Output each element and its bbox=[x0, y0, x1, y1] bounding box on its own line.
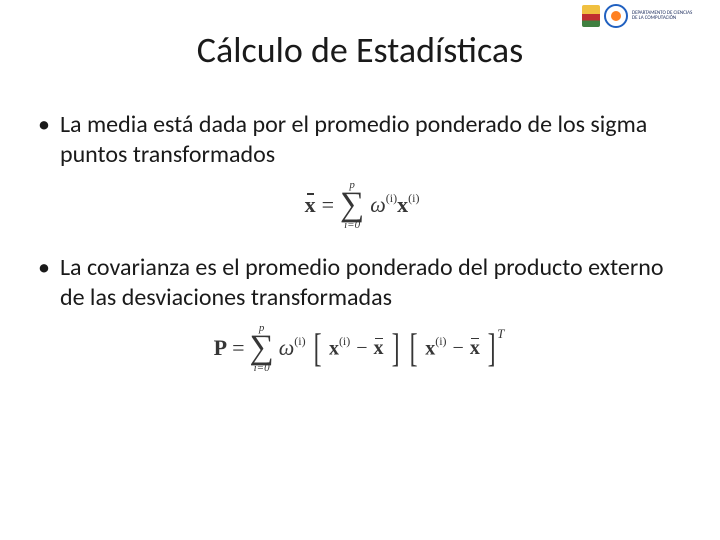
transpose-t: T bbox=[497, 326, 504, 342]
university-badge-icon bbox=[582, 5, 600, 27]
bullet-dot-icon: • bbox=[38, 253, 50, 283]
eq-equals-2: = bbox=[232, 335, 244, 361]
department-label: DEPARTAMENTO DE CIENCIAS DE LA COMPUTACI… bbox=[632, 11, 702, 22]
deviation-2: x(i) − x bbox=[425, 336, 480, 361]
header-logo-area: DEPARTAMENTO DE CIENCIAS DE LA COMPUTACI… bbox=[582, 4, 702, 28]
bullet-dot-icon: • bbox=[38, 110, 50, 140]
sigma-icon-2: ∑ bbox=[249, 334, 273, 363]
sum-lower: i=0 bbox=[344, 220, 360, 231]
dcc-logo-icon bbox=[604, 4, 628, 28]
bullet-item-1: • La media está dada por el promedio pon… bbox=[32, 110, 692, 170]
left-bracket-2-icon: [ bbox=[410, 334, 418, 362]
omega-weight-2: ω bbox=[279, 335, 295, 360]
dept-line-2: DE LA COMPUTACIÓN bbox=[632, 16, 702, 22]
sum-symbol: p ∑ i=0 bbox=[340, 180, 364, 231]
omega-weight: ω bbox=[370, 192, 386, 217]
right-bracket-2-icon: ] bbox=[487, 334, 495, 362]
bullet-text-2: La covarianza es el promedio ponderado d… bbox=[60, 253, 692, 313]
sigma-icon: ∑ bbox=[340, 191, 364, 220]
right-bracket-1-icon: ] bbox=[391, 334, 399, 362]
omega-sup: (i) bbox=[386, 191, 397, 205]
omega-sup-2: (i) bbox=[294, 334, 305, 348]
equation-covariance: P = p ∑ i=0 ω(i) [ x(i) − x ] [ bbox=[32, 323, 692, 374]
mean-lhs-xbar: x bbox=[305, 192, 316, 218]
x-vector: x bbox=[397, 192, 408, 217]
dcc-logo-inner-icon bbox=[611, 11, 621, 21]
bullet-item-2: • La covarianza es el promedio ponderado… bbox=[32, 253, 692, 313]
bullet-text-1: La media está dada por el promedio ponde… bbox=[60, 110, 692, 170]
equation-mean: x = p ∑ i=0 ω(i)x(i) bbox=[32, 180, 692, 231]
cov-lhs-p: P bbox=[214, 335, 227, 361]
second-block: • La covarianza es el promedio ponderado… bbox=[32, 253, 692, 374]
sum-lower-2: i=0 bbox=[254, 363, 270, 374]
eq-equals: = bbox=[322, 192, 334, 218]
sum-symbol-2: p ∑ i=0 bbox=[249, 323, 273, 374]
slide-title: Cálculo de Estadísticas bbox=[0, 28, 720, 72]
deviation-1: x(i) − x bbox=[329, 336, 384, 361]
x-sup: (i) bbox=[408, 191, 419, 205]
left-bracket-1-icon: [ bbox=[313, 334, 321, 362]
slide-content: • La media está dada por el promedio pon… bbox=[32, 110, 692, 396]
